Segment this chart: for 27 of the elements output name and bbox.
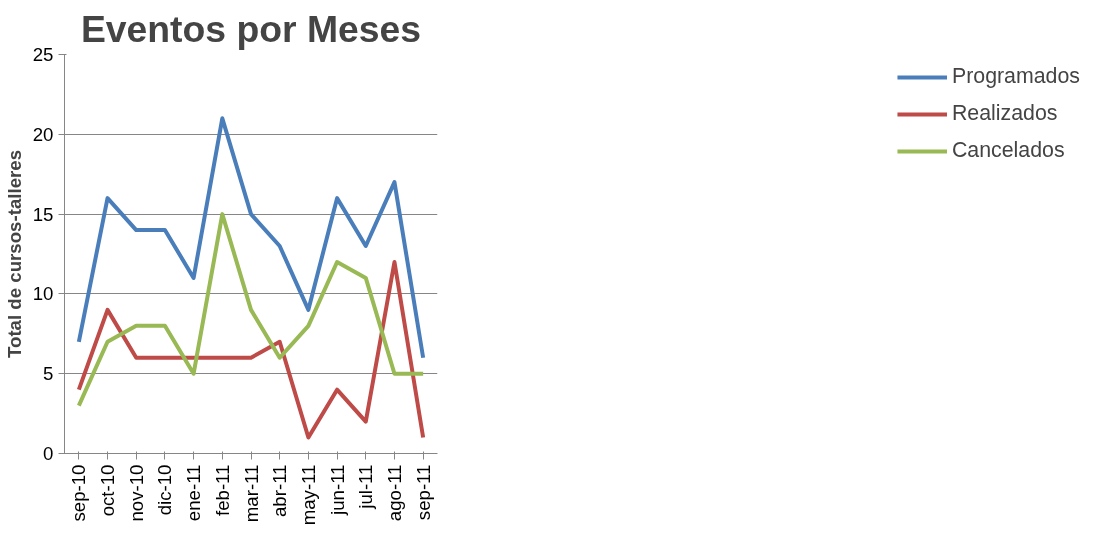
y-tick-label: 25 <box>32 44 54 65</box>
y-tick-label: 5 <box>43 363 54 385</box>
y-tick-label: 15 <box>32 203 54 225</box>
x-tick-label: jul-11 <box>355 464 377 510</box>
x-tick-label: sep-10 <box>68 464 90 522</box>
y-tick-label: 20 <box>32 123 54 145</box>
x-tick-label: nov-10 <box>125 464 147 522</box>
y-axis-title: Total de cursos-talleres <box>3 149 25 359</box>
legend-label: Cancelados <box>951 138 1065 163</box>
line-series <box>76 116 426 360</box>
y-tick-label: 0 <box>43 443 54 464</box>
x-tick-label: may-11 <box>297 464 319 526</box>
x-tick-label: oct-10 <box>97 464 119 517</box>
x-tick-label: jun-11 <box>326 464 348 516</box>
x-tick-label: feb-11 <box>211 464 233 517</box>
chart-title: Eventos por Meses <box>80 7 422 50</box>
x-tick-label: mar-11 <box>240 464 262 523</box>
x-tick-label: dic-10 <box>154 464 176 516</box>
line-series <box>76 259 426 440</box>
x-tick-label: sep-11 <box>412 464 434 521</box>
line-series <box>76 212 426 408</box>
x-tick-label: ene-11 <box>183 464 205 522</box>
legend-label: Programados <box>951 64 1080 89</box>
x-tick-label: ago-11 <box>383 464 405 522</box>
y-tick-label: 10 <box>32 283 54 305</box>
x-tick-label: abr-11 <box>269 464 291 518</box>
legend-label: Realizados <box>951 101 1058 126</box>
